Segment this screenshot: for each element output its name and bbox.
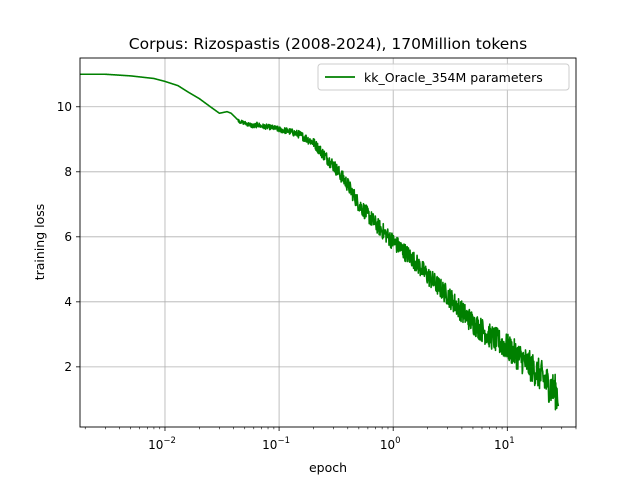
y-tick-label-4: 10: [57, 100, 72, 114]
plot-frame: [79, 57, 577, 428]
series-line-kk-oracle: [80, 73, 560, 411]
plot-area: [80, 73, 560, 411]
chart-title: Corpus: Rizospastis (2008-2024), 170Mill…: [129, 35, 527, 53]
legend: kk_Oracle_354M parameters: [317, 63, 570, 91]
y-tick-label-0: 2: [64, 360, 72, 374]
y-tick-label-2: 6: [64, 230, 72, 244]
y-axis-label: training loss: [32, 204, 47, 281]
y-tick-label-1: 4: [64, 295, 72, 309]
legend-label: kk_Oracle_354M parameters: [364, 70, 543, 85]
y-tick-label-3: 8: [64, 165, 72, 179]
x-axis-label: epoch: [309, 460, 347, 475]
y-axis-ticks: 2 4 6 8 10: [57, 100, 80, 374]
legend-box: [317, 63, 570, 91]
